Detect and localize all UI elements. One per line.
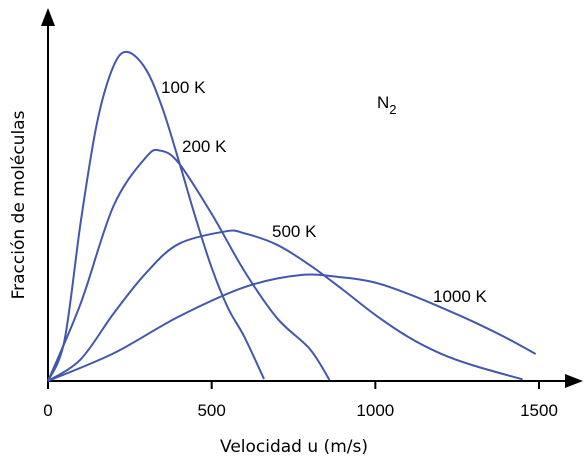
series-label-500k: 500 K [272,222,317,241]
x-tick-label: 0 [43,401,52,420]
series-label-200k: 200 K [182,137,227,156]
series-label-100k: 100 K [161,78,206,97]
series-labels: 100 K 200 K 500 K 1000 K [161,78,488,306]
x-axis-title: Velocidad u (m/s) [220,437,368,457]
x-axis-arrow-icon [565,374,583,388]
series-line-500k [47,229,523,382]
y-axis-arrow-icon [41,8,55,26]
x-tick-label: 1000 [356,401,394,420]
molecule-symbol: N [377,93,389,112]
x-tick-label: 1500 [520,401,558,420]
series-group [47,50,537,382]
series-line-100k [47,50,265,382]
x-ticks: 0 500 1000 1500 [43,381,558,420]
series-line-200k [47,148,331,382]
axes [41,8,583,388]
y-axis-title: Fracción de moléculas [9,110,29,299]
series-label-1000k: 1000 K [433,287,488,306]
x-tick-label: 500 [197,401,225,420]
series-line-1000k [47,273,537,382]
molecule-annotation: N2 [377,93,397,117]
molecule-subscript: 2 [389,102,396,117]
